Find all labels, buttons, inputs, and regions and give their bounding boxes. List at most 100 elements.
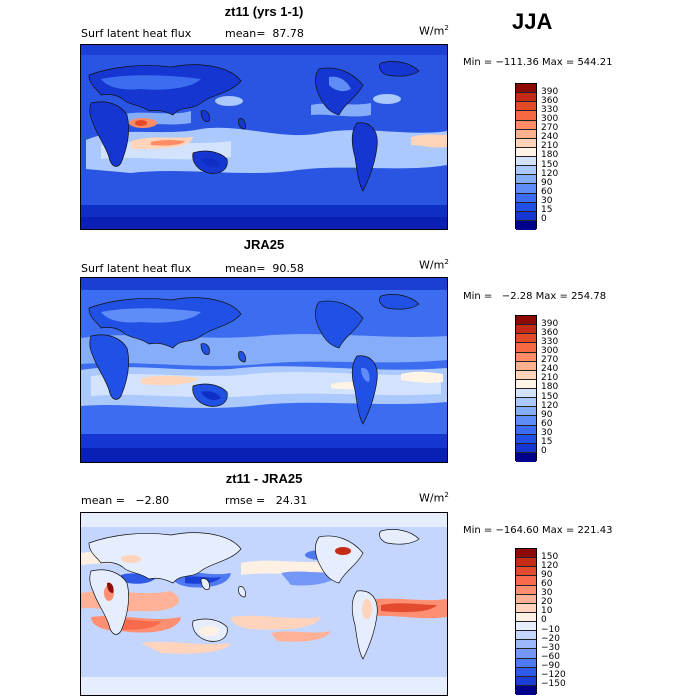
- panel1-variable: Surf latent heat flux: [81, 27, 192, 40]
- panel1-swatch: [516, 138, 536, 148]
- panel1-level-label: 360: [541, 96, 559, 106]
- panel2-swatch: [516, 443, 536, 453]
- panel1-level-label: 270: [541, 123, 559, 133]
- panel3-swatch: [516, 549, 536, 559]
- panel3-level-label: 30: [541, 588, 553, 598]
- panel1-colorbar: [515, 83, 537, 230]
- panel2-level-label: 120: [541, 401, 559, 411]
- panel1-swatch: [516, 157, 536, 167]
- panel2-level-label: 270: [541, 355, 559, 365]
- panel1-swatch: [516, 129, 536, 139]
- panel2-swatch: [516, 343, 536, 353]
- panel1-level-label: 330: [541, 105, 559, 115]
- panel1-title: zt11 (yrs 1-1): [224, 4, 304, 19]
- panel2-swatch: [516, 407, 536, 417]
- panel2-level-label: 210: [541, 373, 559, 383]
- panel1-swatch: [516, 202, 536, 212]
- panel1-level-label: 180: [541, 150, 559, 160]
- panel3-colorbar: [515, 548, 537, 695]
- panel3-swatch: [516, 558, 536, 568]
- panel2-swatch: [516, 452, 536, 462]
- panel3-level-label: 0: [541, 615, 547, 625]
- panel1-swatch: [516, 120, 536, 130]
- panel1-level-label: 390: [541, 87, 559, 97]
- panel3-units: W/m2: [419, 491, 449, 505]
- panel2-swatch: [516, 389, 536, 399]
- panel1-level-label: 240: [541, 132, 559, 142]
- panel3-swatch: [516, 631, 536, 641]
- panel2-swatch: [516, 425, 536, 435]
- panel2-level-label: 150: [541, 392, 559, 402]
- panel1-swatch: [516, 84, 536, 94]
- panel1-level-label: 120: [541, 169, 559, 179]
- panel3-swatch: [516, 649, 536, 659]
- panel2-level-label: 360: [541, 328, 559, 338]
- panel2-swatch: [516, 352, 536, 362]
- panel2-level-label: 180: [541, 382, 559, 392]
- panel2-swatch: [516, 361, 536, 371]
- panel2-level-label: 240: [541, 364, 559, 374]
- panel3-swatch: [516, 622, 536, 632]
- panel2-level-label: 15: [541, 437, 553, 447]
- panel2-colorbar-labels: 390 360 330 300 270 240 210 180 150 120 …: [541, 315, 581, 461]
- panel2-colorbar: [515, 315, 537, 462]
- panel3-level-label: −10: [541, 625, 560, 635]
- panel3-swatch: [516, 612, 536, 622]
- panel3-level-label: −60: [541, 652, 560, 662]
- panel3-level-label: 150: [541, 552, 559, 562]
- panel3-level-label: 90: [541, 570, 553, 580]
- panel2-swatch: [516, 416, 536, 426]
- panel1-swatch: [516, 211, 536, 221]
- panel3-swatch: [516, 640, 536, 650]
- panel1-swatch: [516, 175, 536, 185]
- panel3-map: [80, 512, 448, 696]
- panel3-swatch: [516, 585, 536, 595]
- panel3-swatch: [516, 676, 536, 686]
- panel3-level-label: −20: [541, 634, 560, 644]
- panel3-colorbar-labels: 150 120 90 60 30 20 10 0 −10 −20 −30 −60…: [541, 548, 581, 694]
- panel2-swatch: [516, 316, 536, 326]
- panel2-minmax: Min = −2.28 Max = 254.78: [463, 291, 607, 302]
- panel3-swatch: [516, 658, 536, 668]
- panel1-units: W/m2: [419, 24, 449, 38]
- panel3-swatch: [516, 685, 536, 695]
- panel3-level-label: 10: [541, 606, 553, 616]
- panel1-level-label: 150: [541, 160, 559, 170]
- panel3-level-label: −30: [541, 643, 560, 653]
- panel2-level-label: 60: [541, 419, 553, 429]
- panel1-minmax: Min = −111.36 Max = 544.21: [463, 57, 613, 68]
- panel1-level-label: 210: [541, 141, 559, 151]
- panel1-level-label: 90: [541, 178, 553, 188]
- panel1-mean: mean= 87.78: [225, 27, 304, 40]
- panel3-level-label: 120: [541, 561, 559, 571]
- panel1-swatch: [516, 166, 536, 176]
- panel1-swatch: [516, 220, 536, 230]
- panel2-swatch: [516, 334, 536, 344]
- panel2-swatch: [516, 325, 536, 335]
- panel3-level-label: −120: [541, 670, 566, 680]
- panel1-swatch: [516, 193, 536, 203]
- panel3-minmax: Min = −164.60 Max = 221.43: [463, 525, 613, 536]
- panel2-swatch: [516, 379, 536, 389]
- panel2-swatch: [516, 398, 536, 408]
- panel2-level-label: 30: [541, 428, 553, 438]
- panel3-level-label: 60: [541, 579, 553, 589]
- panel2-swatch: [516, 434, 536, 444]
- panel3-swatch: [516, 603, 536, 613]
- panel1-colorbar-labels: 390 360 330 300 270 240 210 180 150 120 …: [541, 83, 581, 229]
- panel1-level-label: 15: [541, 205, 553, 215]
- panel3-level-label: −150: [541, 679, 566, 689]
- panel2-variable: Surf latent heat flux: [81, 262, 192, 275]
- panel3-swatch: [516, 576, 536, 586]
- panel1-level-label: 300: [541, 114, 559, 124]
- panel2-level-label: 0: [541, 446, 547, 456]
- panel2-swatch: [516, 370, 536, 380]
- panel3-swatch: [516, 667, 536, 677]
- panel1-swatch: [516, 93, 536, 103]
- panel2-level-label: 90: [541, 410, 553, 420]
- panel3-title: zt11 - JRA25: [225, 471, 303, 486]
- panel2-units: W/m2: [419, 258, 449, 272]
- panel2-level-label: 390: [541, 319, 559, 329]
- season-label: JJA: [512, 9, 553, 34]
- panel1-swatch: [516, 111, 536, 121]
